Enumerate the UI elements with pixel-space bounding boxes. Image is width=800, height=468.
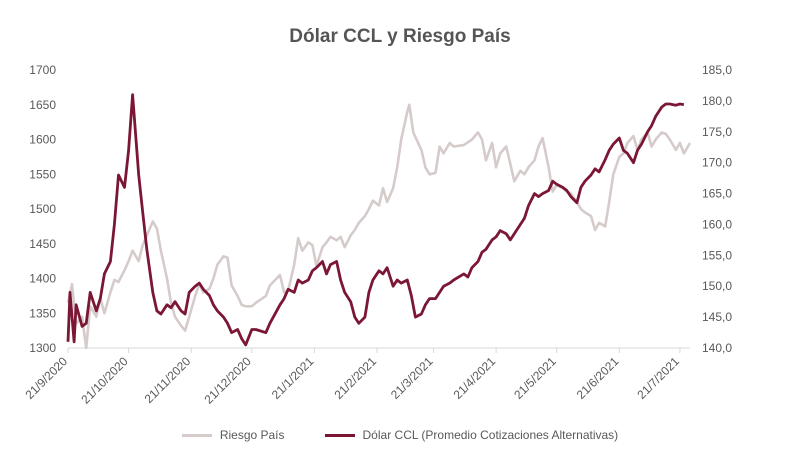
x-tick-label-3: 21/12/2020	[202, 354, 255, 407]
x-tick-label-2: 21/11/2020	[142, 354, 194, 406]
y-right-tick-0: 140,0	[702, 341, 732, 355]
legend-swatch-ccl	[324, 433, 355, 437]
legend-item-ccl: Dólar CCL (Promedio Cotizaciones Alterna…	[324, 428, 619, 442]
y-right-tick-9: 185,0	[702, 63, 732, 77]
x-tick-label-10: 21/7/2021	[634, 354, 682, 402]
y-left-tick-6: 1600	[29, 133, 56, 147]
y-right-tick-1: 145,0	[702, 310, 732, 324]
y-right-tick-5: 165,0	[702, 187, 732, 201]
y-left-tick-4: 1500	[29, 202, 56, 216]
x-tick-label-5: 21/2/2021	[331, 354, 379, 402]
legend-item-riesgo: Riesgo País	[181, 428, 285, 442]
y-left-tick-5: 1550	[29, 167, 56, 181]
y-right-tick-7: 175,0	[702, 125, 732, 139]
y-right-tick-4: 160,0	[702, 217, 732, 231]
x-tick-label-6: 21/3/2021	[388, 354, 436, 402]
y-right-tick-2: 150,0	[702, 279, 732, 293]
y-left-tick-0: 1300	[29, 341, 56, 355]
y-left-tick-8: 1700	[29, 63, 56, 77]
x-tick-label-0: 21/9/2020	[22, 354, 70, 402]
x-tick-label-9: 21/6/2021	[574, 354, 622, 402]
series-line-riesgo-pais	[66, 103, 692, 350]
x-tick-label-4: 21/1/2021	[269, 354, 317, 402]
y-right-tick-6: 170,0	[702, 156, 732, 170]
y-right-tick-3: 155,0	[702, 248, 732, 262]
legend-label-ccl: Dólar CCL (Promedio Cotizaciones Alterna…	[362, 428, 619, 442]
y-left-tick-7: 1650	[29, 98, 56, 112]
chart-title: Dólar CCL y Riesgo País	[289, 26, 511, 47]
legend-label-riesgo: Riesgo País	[219, 428, 285, 442]
y-right-tick-8: 180,0	[702, 94, 732, 108]
x-tick-label-1: 21/10/2020	[78, 354, 131, 407]
y-left-tick-3: 1450	[29, 237, 56, 251]
legend-swatch-riesgo	[181, 433, 212, 437]
x-tick-label-7: 21/4/2021	[451, 354, 499, 402]
y-left-tick-2: 1400	[29, 272, 56, 286]
x-tick-label-8: 21/5/2021	[511, 354, 559, 402]
legend: Riesgo País Dólar CCL (Promedio Cotizaci…	[0, 428, 800, 442]
y-left-tick-1: 1350	[29, 306, 56, 320]
series-line-dolar-ccl	[66, 93, 685, 347]
